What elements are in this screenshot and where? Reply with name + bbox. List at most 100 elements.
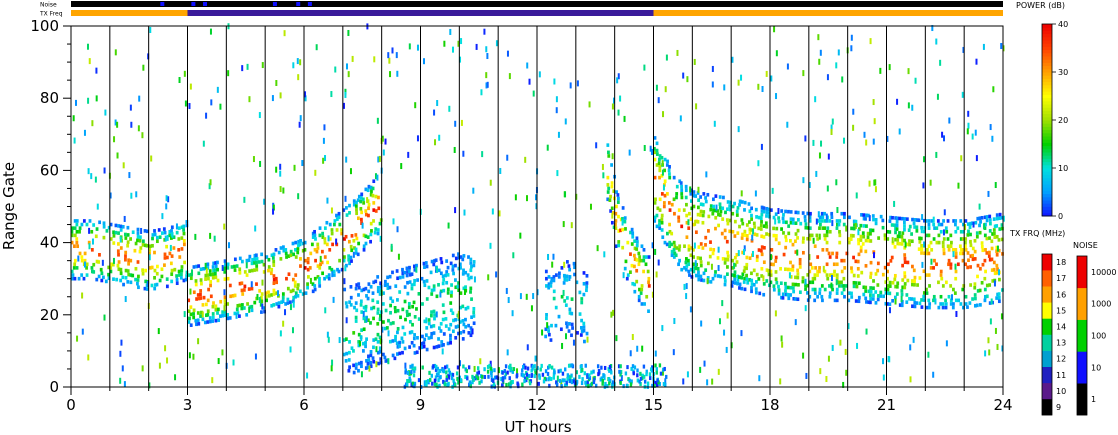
- echo-pixel: [433, 313, 436, 317]
- echo-pixel: [774, 237, 778, 242]
- scatter-pixel: [188, 352, 191, 359]
- scatter-pixel: [927, 351, 930, 358]
- echo-pixel: [754, 287, 758, 291]
- scatter-pixel: [415, 266, 418, 273]
- echo-pixel: [932, 266, 935, 270]
- scatter-pixel: [116, 152, 119, 159]
- scatter-pixel: [827, 153, 830, 160]
- echo-pixel: [117, 224, 120, 228]
- echo-pixel: [90, 266, 94, 270]
- scatter-pixel: [507, 297, 510, 304]
- echo-pixel: [189, 312, 193, 317]
- echo-pixel: [408, 273, 412, 277]
- scatter-pixel: [446, 374, 450, 379]
- scatter-pixel: [641, 345, 644, 352]
- echo-pixel: [633, 239, 637, 243]
- echo-pixel: [137, 285, 140, 290]
- scatter-pixel: [413, 366, 417, 371]
- scatter-pixel: [622, 384, 625, 389]
- echo-pixel: [712, 208, 715, 212]
- scatter-pixel: [422, 58, 425, 65]
- echo-pixel: [332, 269, 336, 274]
- echo-pixel: [194, 282, 198, 287]
- echo-pixel: [714, 194, 718, 198]
- scatter-pixel: [232, 359, 235, 366]
- echo-pixel: [208, 316, 212, 320]
- echo-pixel: [677, 262, 680, 267]
- scatter-pixel: [279, 186, 282, 193]
- scatter-pixel: [490, 373, 493, 378]
- scatter-pixel: [519, 232, 522, 239]
- echo-pixel: [568, 267, 572, 272]
- noise-strip-label: Noise: [40, 2, 57, 9]
- echo-pixel: [721, 206, 725, 211]
- echo-pixel: [959, 251, 962, 256]
- echo-pixel: [579, 333, 583, 337]
- echo-pixel: [896, 241, 900, 246]
- power-colorbar-tick-label: 40: [1058, 20, 1068, 29]
- scatter-pixel: [284, 309, 287, 316]
- echo-pixel: [344, 359, 348, 363]
- echo-pixel: [183, 260, 186, 265]
- echo-pixel: [655, 213, 659, 218]
- echo-pixel: [92, 270, 96, 274]
- scatter-pixel: [387, 330, 390, 337]
- echo-pixel: [983, 258, 987, 263]
- y-tick-label: 40: [40, 234, 59, 252]
- echo-pixel: [269, 271, 273, 276]
- echo-pixel: [464, 306, 468, 311]
- echo-pixel: [413, 268, 417, 272]
- echo-pixel: [685, 235, 689, 239]
- echo-pixel: [388, 339, 392, 344]
- power-colorbar-cell: [1042, 88, 1052, 92]
- echo-pixel: [861, 231, 865, 235]
- echo-pixel: [754, 290, 758, 295]
- echo-pixel: [726, 250, 730, 255]
- echo-pixel: [969, 283, 973, 287]
- echo-pixel: [702, 210, 706, 214]
- scatter-pixel: [531, 366, 534, 371]
- echo-pixel: [680, 184, 683, 189]
- noise-strip-fleck: [203, 2, 208, 6]
- echo-pixel: [696, 205, 700, 210]
- echo-pixel: [338, 258, 342, 263]
- scatter-pixel: [566, 376, 569, 383]
- echo-pixel: [898, 303, 902, 307]
- echo-pixel: [129, 258, 133, 263]
- echo-pixel: [896, 238, 900, 242]
- scatter-pixel: [521, 382, 524, 387]
- scatter-pixel: [717, 265, 720, 272]
- scatter-pixel: [664, 382, 667, 387]
- scatter-pixel: [780, 335, 783, 342]
- scatter-pixel: [289, 304, 292, 311]
- echo-pixel: [148, 244, 152, 249]
- echo-pixel: [886, 237, 890, 241]
- echo-pixel: [187, 273, 191, 277]
- echo-pixel: [699, 242, 703, 246]
- scatter-pixel: [939, 59, 942, 66]
- echo-pixel: [567, 329, 571, 333]
- echo-pixel: [920, 243, 923, 248]
- echo-pixel: [660, 220, 664, 225]
- scatter-pixel: [481, 374, 484, 379]
- echo-pixel: [153, 283, 157, 287]
- echo-pixel: [459, 255, 463, 259]
- echo-pixel: [357, 368, 360, 373]
- echo-pixel: [806, 298, 810, 302]
- echo-pixel: [804, 222, 808, 226]
- echo-pixel: [684, 188, 688, 193]
- echo-pixel: [362, 327, 366, 332]
- echo-pixel: [808, 226, 812, 230]
- scatter-pixel: [694, 260, 697, 267]
- echo-pixel: [458, 320, 462, 324]
- echo-pixel: [369, 221, 373, 226]
- scatter-pixel: [472, 187, 475, 194]
- echo-pixel: [794, 282, 798, 287]
- echo-pixel: [226, 316, 230, 321]
- echo-pixel: [699, 213, 702, 217]
- echo-pixel: [745, 237, 749, 242]
- echo-pixel: [124, 275, 128, 280]
- echo-pixel: [852, 255, 855, 260]
- echo-pixel: [607, 150, 610, 155]
- scatter-pixel: [852, 108, 855, 115]
